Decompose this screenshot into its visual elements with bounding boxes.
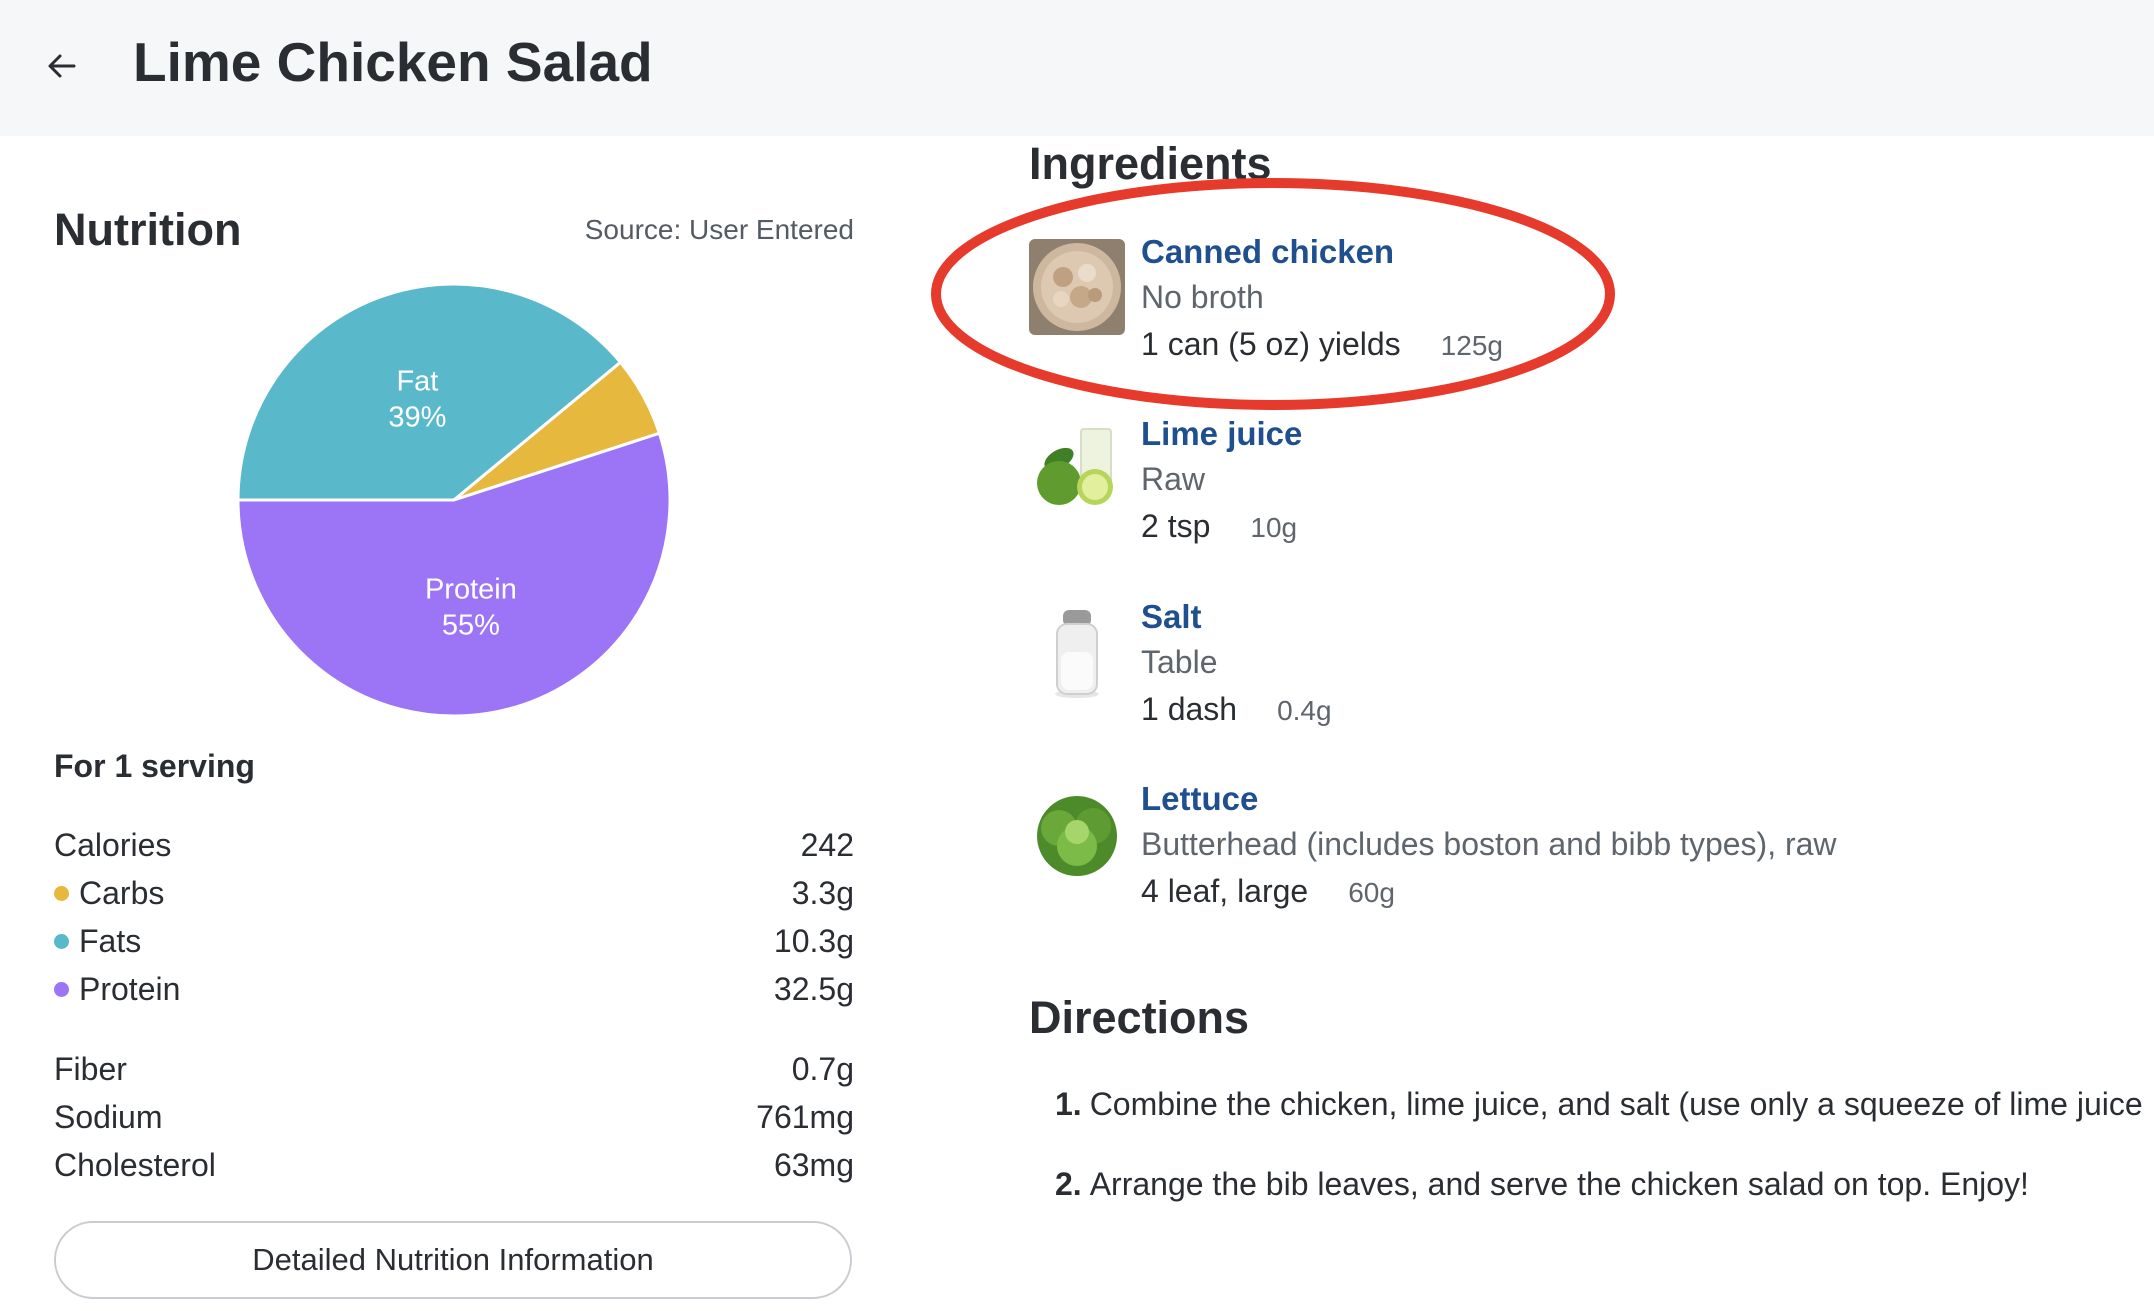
- nutrition-value: 63mg: [773, 1146, 854, 1183]
- ingredient-desc: Butterhead (includes boston and bibb typ…: [1141, 826, 1837, 862]
- nutrition-row-sodium: Sodium 761mg: [54, 1095, 854, 1139]
- ingredient-amount: 1 dash 0.4g: [1141, 691, 1332, 728]
- ingredient-item[interactable]: Lettuce Butterhead (includes boston and …: [1029, 780, 2129, 920]
- detailed-nutrition-button[interactable]: Detailed Nutrition Information: [54, 1221, 852, 1299]
- nutrition-value: 0.7g: [791, 1050, 854, 1087]
- nutrition-row-carbs: Carbs 3.3g: [54, 871, 854, 915]
- nutrition-label: Sodium: [54, 1098, 163, 1135]
- page-title: Lime Chicken Salad: [133, 31, 653, 93]
- ingredient-name-link[interactable]: Lettuce: [1141, 780, 1259, 817]
- nutrition-value: 10.3g: [773, 922, 854, 959]
- step-text: Arrange the bib leaves, and serve the ch…: [1089, 1166, 2029, 1202]
- ingredient-weight: 10g: [1250, 512, 1298, 543]
- nutrition-heading: Nutrition: [54, 204, 242, 255]
- nutrition-value: 242: [800, 826, 854, 863]
- nutrition-source: Source: User Entered: [584, 214, 854, 245]
- pie-label-name: Fat: [396, 365, 438, 397]
- directions-heading: Directions: [1029, 992, 1250, 1043]
- ingredient-item[interactable]: Canned chicken No broth 1 can (5 oz) yie…: [1029, 233, 2129, 373]
- lettuce-image: [1029, 786, 1125, 882]
- back-button[interactable]: [40, 40, 84, 92]
- step-text: Combine the chicken, lime juice, and sal…: [1089, 1086, 2143, 1122]
- nutrition-label-wrap: Carbs: [54, 875, 164, 912]
- fats-dot-icon: [54, 933, 69, 949]
- ingredient-weight: 0.4g: [1277, 695, 1332, 726]
- nutrition-label: Fiber: [54, 1050, 127, 1087]
- pie-slice-fat: [236, 282, 623, 502]
- pie-label-percent: 39%: [388, 401, 446, 433]
- canned-chicken-image: [1029, 239, 1125, 335]
- ingredient-quantity: 1 can (5 oz) yields: [1141, 326, 1401, 362]
- direction-step: 2. Arrange the bib leaves, and serve the …: [1055, 1166, 2029, 1203]
- nutrition-row-cholesterol: Cholesterol 63mg: [54, 1143, 854, 1187]
- salt-shaker-image: [1029, 604, 1125, 700]
- nutrition-value: 3.3g: [791, 874, 854, 911]
- ingredient-item[interactable]: Lime juice Raw 2 tsp 10g: [1029, 415, 2129, 555]
- pie-label-name: Protein: [425, 574, 517, 606]
- ingredient-quantity: 2 tsp: [1141, 508, 1211, 544]
- ingredient-quantity: 4 leaf, large: [1141, 873, 1309, 909]
- ingredients-heading: Ingredients: [1029, 138, 1272, 189]
- nutrition-label: Carbs: [79, 874, 165, 911]
- nutrition-row-protein: Protein 32.5g: [54, 967, 854, 1011]
- nutrition-label: Calories: [54, 826, 172, 863]
- ingredient-amount: 1 can (5 oz) yields 125g: [1141, 326, 1503, 363]
- lime-image: [1029, 421, 1125, 517]
- step-number: 1.: [1055, 1086, 1082, 1122]
- ingredient-item[interactable]: Salt Table 1 dash 0.4g: [1029, 598, 2129, 738]
- ingredient-weight: 125g: [1440, 330, 1503, 361]
- ingredient-desc: No broth: [1141, 279, 1264, 315]
- nutrition-row-fiber: Fiber 0.7g: [54, 1047, 854, 1091]
- ingredient-weight: 60g: [1348, 877, 1395, 908]
- nutrition-value: 32.5g: [773, 970, 854, 1007]
- nutrition-value: 761mg: [756, 1098, 854, 1135]
- pie-slice-protein: [236, 431, 672, 718]
- protein-dot-icon: [54, 981, 69, 997]
- ingredient-desc: Table: [1141, 644, 1218, 680]
- nutrition-label: Protein: [79, 970, 181, 1007]
- serving-label: For 1 serving: [54, 748, 255, 784]
- carbs-dot-icon: [54, 885, 69, 901]
- ingredient-name-link[interactable]: Canned chicken: [1141, 233, 1395, 270]
- arrow-left-icon: [48, 54, 76, 78]
- macro-pie-chart: Fat 39% Protein 55%: [236, 282, 672, 718]
- direction-step: 1. Combine the chicken, lime juice, and s…: [1055, 1086, 2143, 1123]
- nutrition-label: Fats: [79, 922, 142, 959]
- ingredient-desc: Raw: [1141, 461, 1206, 497]
- ingredient-quantity: 1 dash: [1141, 691, 1238, 727]
- nutrition-label-wrap: Protein: [54, 971, 180, 1008]
- ingredient-amount: 4 leaf, large 60g: [1141, 873, 1395, 910]
- ingredient-name-link[interactable]: Lime juice: [1141, 415, 1303, 452]
- step-number: 2.: [1055, 1166, 1082, 1202]
- pie-label-percent: 55%: [442, 610, 500, 642]
- nutrition-label-wrap: Fats: [54, 923, 141, 960]
- nutrition-label: Cholesterol: [54, 1146, 216, 1183]
- ingredient-amount: 2 tsp 10g: [1141, 508, 1297, 545]
- nutrition-row-calories: Calories 242: [54, 823, 854, 867]
- ingredient-name-link[interactable]: Salt: [1141, 598, 1202, 635]
- top-bar: [0, 0, 2154, 136]
- nutrition-row-fats: Fats 10.3g: [54, 919, 854, 963]
